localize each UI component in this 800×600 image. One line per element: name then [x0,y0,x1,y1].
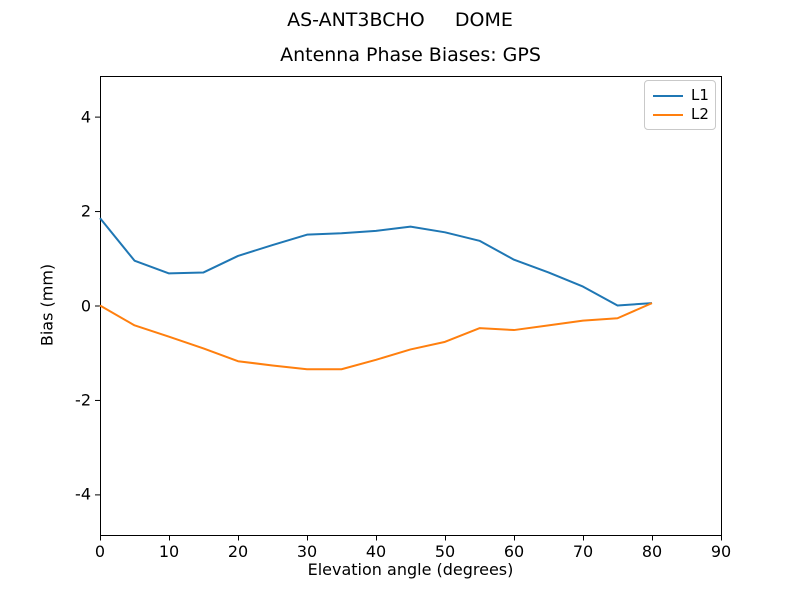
x-tick-label: 50 [434,542,456,561]
x-tick-label: 20 [227,542,249,561]
y-tick-label: 2 [80,201,91,221]
legend-line-sample-l2 [653,113,683,116]
y-tick-label: -4 [75,484,91,504]
x-tick-label: 90 [710,542,732,561]
axes-frame [100,76,722,536]
legend-entry-l1: L1 [653,86,715,105]
y-tick-label: 4 [80,107,91,127]
y-tick-label: 0 [80,296,91,315]
y-tick-label: -2 [75,390,91,410]
x-tick-label: 10 [158,542,180,561]
legend-label-l2: L2 [691,105,709,123]
x-tick-label: 80 [641,542,663,561]
line-l1 [99,217,653,307]
line-l2 [99,302,653,371]
figure-suptitle: AS-ANT3BCHO DOME [287,9,513,31]
legend-label-l1: L1 [691,86,709,104]
x-tick-label: 30 [296,542,318,561]
x-tick-label: 70 [572,542,594,561]
x-tick-label: 40 [365,542,387,561]
x-tick-label: 0 [94,542,106,561]
x-tick-label: 60 [503,542,525,561]
legend-line-sample-l1 [653,94,683,97]
legend: L1 L2 [644,80,716,130]
legend-entry-l2: L2 [653,105,715,124]
x-axis-label: Elevation angle (degrees) [307,560,514,579]
chart-title: Antenna Phase Biases: GPS [280,44,541,66]
